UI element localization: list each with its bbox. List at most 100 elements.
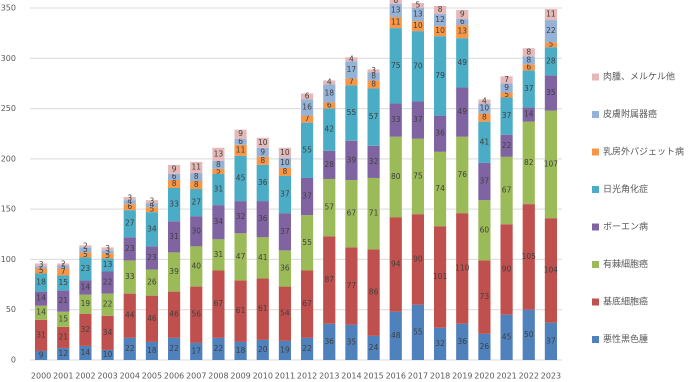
segment-label: 8: [172, 179, 177, 188]
segment-label: 7: [61, 267, 66, 276]
bar-segment: [389, 3, 402, 18]
bar-segment: [145, 269, 159, 296]
bar-segment: [522, 204, 535, 310]
bar-segment: [34, 268, 48, 274]
bar-segment: [79, 294, 92, 314]
y-tick-label: 300: [1, 54, 16, 63]
bar-segment: [145, 203, 159, 208]
x-tick-label: 2011: [275, 372, 295, 381]
bar-segment: [190, 216, 203, 247]
segment-label: 61: [258, 304, 268, 313]
segment-label: 3: [61, 262, 66, 271]
segment-label: 49: [457, 58, 467, 67]
segment-label: 8: [260, 156, 265, 165]
bar-segment: [101, 247, 114, 251]
bar-segment: [544, 42, 558, 48]
bar-segment: [212, 239, 225, 271]
segment-label: 46: [169, 310, 179, 319]
bar-segment: [345, 324, 358, 360]
bar-segment: [433, 5, 447, 15]
segment-label: 3: [371, 66, 376, 75]
bar-segment: [145, 212, 159, 247]
bar-segment: [57, 265, 70, 269]
bar-segment: [522, 121, 535, 205]
bar-segment: [123, 337, 136, 360]
x-tick-label: 2016: [386, 372, 406, 381]
bar-segment: [190, 246, 203, 287]
segment-label: 5: [504, 90, 509, 99]
segment-label: 22: [103, 278, 113, 287]
segment-label: 37: [546, 336, 556, 345]
bar-segment: [367, 69, 380, 73]
segment-label: 35: [347, 337, 357, 346]
x-tick-label: 2018: [430, 372, 450, 381]
segment-label: 31: [169, 232, 179, 241]
bar-segment: [433, 115, 447, 152]
segment-label: 37: [413, 115, 423, 124]
bar-segment: [190, 189, 203, 217]
segment-label: 34: [147, 224, 157, 233]
segment-label: 107: [544, 159, 559, 168]
bar-segment: [145, 295, 159, 342]
segment-label: 37: [280, 190, 290, 199]
x-tick-label: 2017: [408, 372, 428, 381]
segment-label: 23: [125, 244, 135, 253]
segment-label: 70: [413, 61, 423, 70]
segment-label: 17: [191, 346, 201, 355]
segment-label: 14: [81, 348, 91, 357]
segment-label: 71: [369, 209, 379, 218]
segment-label: 75: [391, 61, 401, 70]
bar-segment: [57, 263, 70, 266]
segment-label: 36: [457, 337, 467, 346]
segment-label: 10: [413, 21, 423, 30]
segment-label: 34: [214, 217, 224, 226]
bar-segment: [234, 138, 247, 145]
bar-segment: [345, 78, 358, 86]
segment-label: 9: [39, 350, 44, 359]
segment-label: 13: [103, 260, 113, 269]
bar-segment: [433, 226, 447, 328]
bar-segment: [367, 72, 380, 81]
segment-label: 13: [457, 27, 467, 36]
segment-label: 37: [502, 111, 512, 120]
bar-segment: [323, 84, 336, 103]
bar-segment: [456, 323, 469, 360]
bar-segment: [367, 335, 380, 360]
bar-segment: [34, 350, 48, 360]
legend-label: 肉腫、メルケル他: [603, 71, 675, 83]
segment-label: 14: [524, 110, 534, 119]
segment-label: 9: [172, 164, 177, 173]
bar-segment: [123, 204, 136, 211]
segment-label: 14: [36, 308, 46, 317]
segment-label: 3: [150, 197, 155, 206]
segment-label: 23: [81, 264, 91, 273]
segment-label: 36: [280, 263, 290, 272]
segment-label: 8: [526, 55, 531, 64]
segment-label: 55: [413, 327, 423, 336]
segment-label: 36: [435, 129, 445, 138]
segment-label: 44: [125, 311, 135, 320]
segment-label: 45: [236, 173, 246, 182]
segment-label: 36: [258, 214, 268, 223]
segment-label: 50: [524, 330, 534, 339]
segment-label: 6: [460, 17, 465, 26]
legend-swatch: [592, 73, 599, 81]
segment-label: 22: [546, 26, 556, 35]
segment-label: 7: [349, 77, 354, 86]
legend-label: 皮膚附属器癌: [603, 108, 657, 120]
bar-segment: [411, 8, 425, 22]
bar-segment: [500, 224, 513, 315]
bar-segment: [278, 213, 292, 251]
segment-label: 75: [413, 171, 423, 180]
segment-label: 6: [172, 172, 177, 181]
segment-label: 11: [236, 145, 246, 154]
segment-label: 35: [546, 88, 556, 97]
bar-segment: [234, 144, 247, 156]
bar-segment: [300, 215, 314, 271]
bar-segment: [212, 205, 225, 240]
segment-label: 5: [216, 166, 221, 175]
segment-label: 7: [504, 75, 509, 84]
legend-swatch: [592, 148, 599, 156]
segment-label: 110: [455, 263, 470, 272]
segment-label: 76: [457, 170, 467, 179]
